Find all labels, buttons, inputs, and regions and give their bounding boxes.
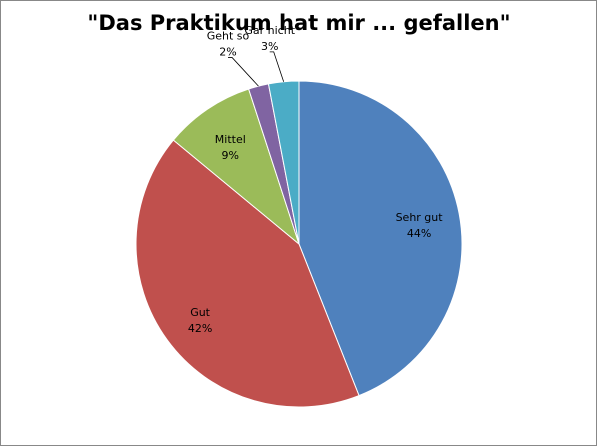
value-label: 2% [219,45,236,58]
chart-title: "Das Praktikum hat mir ... gefallen" [87,11,510,35]
data-label: Gut 42% [188,306,212,335]
category-label: Gut [190,306,210,319]
data-label: Geht so 2% [207,29,250,58]
leader-line [228,57,259,87]
category-label: Gar nicht [244,24,295,37]
category-label: Sehr gut [396,211,444,224]
category-label: Mittel [215,133,246,146]
value-label: 42% [188,322,212,335]
leader-line [269,51,285,82]
data-label: Gar nicht 3% [244,24,295,53]
value-label: 3% [261,40,278,53]
pie-slice [135,139,360,408]
pie-slice [298,80,463,397]
pie-slice [172,88,301,246]
value-label: 9% [222,149,239,162]
pie-slice [267,80,300,245]
data-label: Sehr gut 44% [396,211,444,240]
data-label: Mittel 9% [215,133,246,162]
value-label: 44% [407,227,431,240]
category-label: Geht so [207,29,250,42]
